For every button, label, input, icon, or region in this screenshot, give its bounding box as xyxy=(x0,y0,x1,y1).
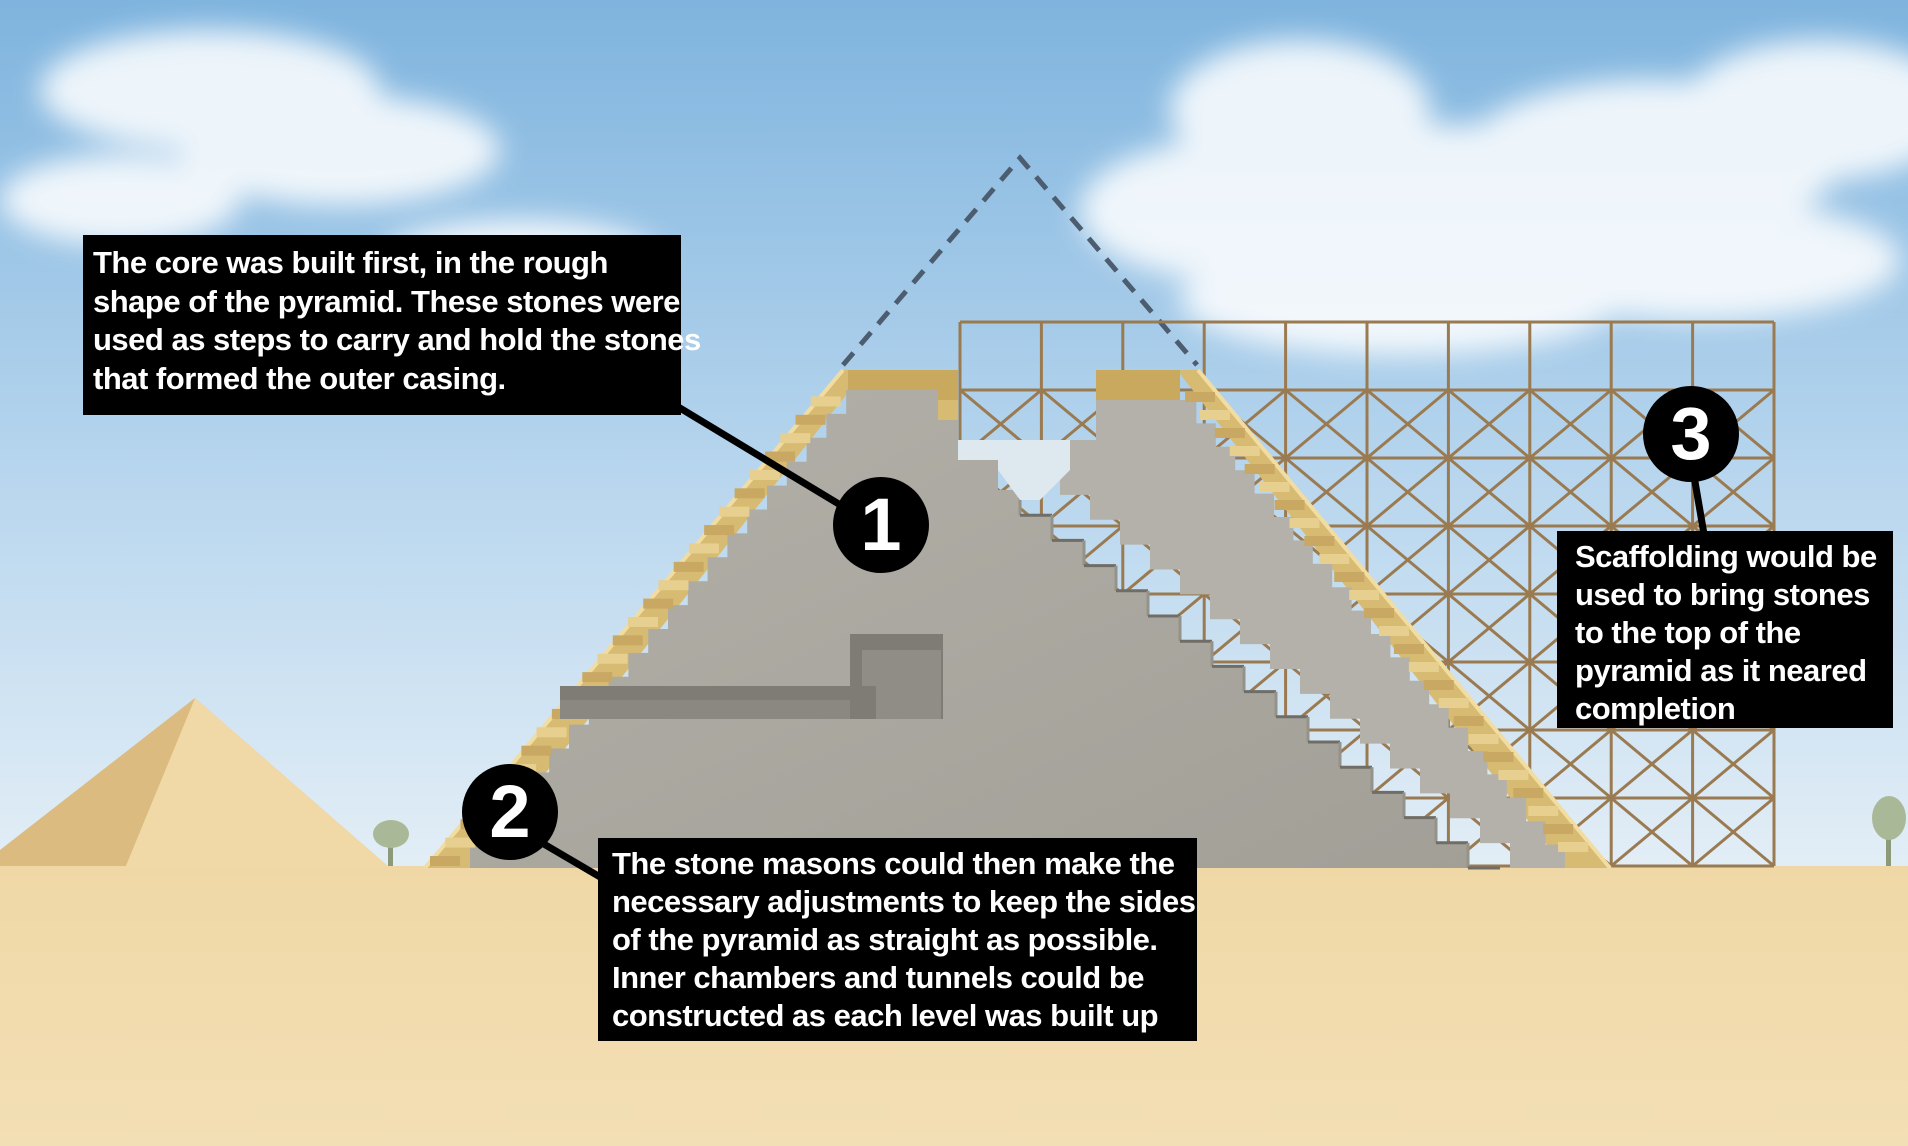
distant-pyramid xyxy=(0,698,390,868)
callout-1-line: shape of the pyramid. These stones were xyxy=(93,283,680,319)
casing-block xyxy=(597,653,628,664)
casing-block xyxy=(1259,482,1290,492)
callout-3-line: used to bring stones xyxy=(1575,577,1870,612)
stepped-core xyxy=(430,390,1589,870)
casing-block xyxy=(749,469,780,480)
casing-block xyxy=(765,451,796,462)
casing-block xyxy=(1528,806,1559,816)
scaffold-brace xyxy=(1366,456,1450,528)
callout-2-line: The stone masons could then make the xyxy=(612,846,1175,881)
casing-block xyxy=(795,414,826,425)
casing-block xyxy=(1304,536,1335,546)
casing-block xyxy=(1289,518,1320,528)
casing-block xyxy=(1185,392,1215,402)
casing-block xyxy=(1498,770,1529,780)
gap-sky-glimpse xyxy=(958,440,1070,500)
clouds xyxy=(0,30,1908,355)
casing-block xyxy=(1229,446,1260,456)
casing-block xyxy=(1513,788,1544,798)
casing-block xyxy=(1379,626,1409,636)
core-left-mass xyxy=(470,390,1500,868)
step-1-badge: 1 xyxy=(833,477,929,573)
casing-block xyxy=(1393,644,1424,654)
casing-block xyxy=(1319,554,1350,564)
casing-block xyxy=(445,837,476,848)
casing-block xyxy=(1423,680,1454,690)
casing-block xyxy=(1408,662,1439,672)
casing-block xyxy=(1214,428,1245,438)
callout-3-line: pyramid as it neared xyxy=(1575,653,1867,688)
casing-block xyxy=(1483,752,1514,762)
step-2-badge: 2 xyxy=(462,764,558,860)
casing-block xyxy=(1334,572,1365,582)
completed-apex-outline xyxy=(841,154,1199,367)
casing-block xyxy=(1438,698,1469,708)
core-right-mass xyxy=(1060,400,1565,868)
casing-block xyxy=(536,727,567,738)
inner-chamber xyxy=(560,634,943,719)
casing-block xyxy=(430,856,460,866)
step-3-badge: 3 xyxy=(1643,386,1739,482)
callout-step-2: The stone masons could then make the nec… xyxy=(598,838,1197,1041)
scaffold-brace xyxy=(1447,592,1531,664)
palm-tree-right xyxy=(1872,796,1906,868)
scaffold-brace xyxy=(1366,524,1450,596)
callout-2-line: of the pyramid as straight as possible. xyxy=(612,922,1158,957)
callout-3-line: completion xyxy=(1575,691,1736,726)
scaffold-brace xyxy=(1447,388,1531,460)
casing-block xyxy=(1199,410,1230,420)
cap-block-right xyxy=(1096,370,1180,400)
scaffold-brace xyxy=(1447,524,1531,596)
callout-2-line: Inner chambers and tunnels could be xyxy=(612,960,1145,995)
palm-tree-left xyxy=(373,820,409,868)
scaffold-brace xyxy=(1528,388,1613,460)
casing-block xyxy=(1558,842,1589,852)
casing-block xyxy=(704,525,735,536)
casing-block xyxy=(1274,500,1305,510)
scaffold-brace xyxy=(1610,796,1694,868)
callout-1-line: The core was built first, in the rough xyxy=(93,245,608,280)
casing-block xyxy=(658,580,689,591)
casing-block xyxy=(780,433,811,444)
casing-block xyxy=(1364,608,1395,618)
callout-step-3: Scaffolding would be used to bring stone… xyxy=(1557,531,1893,728)
casing-block xyxy=(643,598,674,609)
casing-block xyxy=(1543,824,1574,834)
connector-1 xyxy=(668,399,854,515)
casing-block xyxy=(582,672,613,683)
casing-right xyxy=(1177,370,1610,868)
scaffold-brace xyxy=(1691,728,1775,800)
casing-block xyxy=(612,635,643,646)
casing-block xyxy=(719,506,750,517)
scaffold-brace xyxy=(1284,388,1368,460)
scaffold-brace xyxy=(1528,456,1613,528)
casing-block xyxy=(810,396,841,407)
scaffold-brace xyxy=(1447,456,1531,528)
scaffold-brace xyxy=(1610,728,1694,800)
casing-block xyxy=(521,745,552,756)
casing-block xyxy=(628,617,658,627)
scaffold-brace xyxy=(1691,456,1775,528)
scaffold-brace xyxy=(1691,796,1775,868)
casing-block xyxy=(734,488,765,499)
casing-block xyxy=(1349,590,1380,600)
callout-2-line: necessary adjustments to keep the sides xyxy=(612,884,1196,919)
callout-3-line: to the top of the xyxy=(1575,615,1801,650)
callout-1-line: used as steps to carry and hold the ston… xyxy=(93,322,701,357)
callout-2-line: constructed as each level was built up xyxy=(612,998,1159,1033)
scaffold-brace xyxy=(1366,388,1450,460)
casing-block xyxy=(688,543,719,554)
casing-block xyxy=(1453,716,1484,726)
casing-block xyxy=(1244,464,1275,474)
casing-block xyxy=(1468,734,1499,744)
callout-3-line: Scaffolding would be xyxy=(1575,539,1877,574)
casing-block xyxy=(673,561,704,572)
callout-1-line: that formed the outer casing. xyxy=(93,360,506,396)
callout-step-1: The core was built first, in the rough s… xyxy=(83,235,701,415)
